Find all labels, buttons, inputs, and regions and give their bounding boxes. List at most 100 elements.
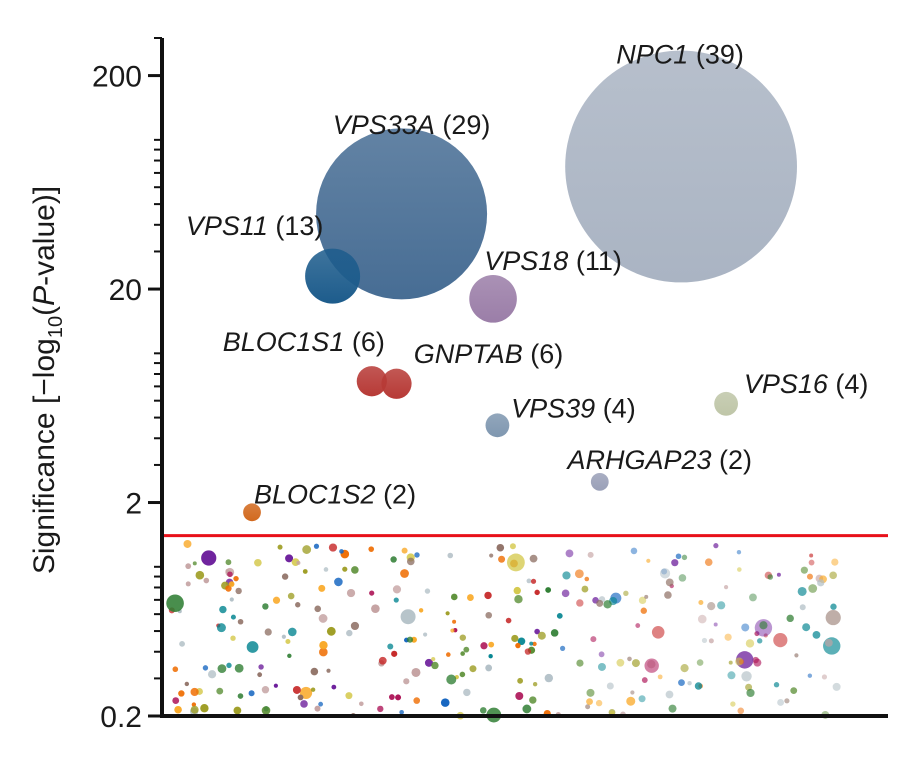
background-point [808, 584, 818, 593]
background-point [179, 640, 185, 647]
background-point [735, 657, 744, 666]
background-point [737, 707, 745, 715]
background-point [484, 591, 492, 600]
background-point [651, 625, 665, 639]
y-axis-tick-labels: 200 20 2 0.2 [92, 61, 142, 734]
background-point [708, 638, 714, 644]
background-point [799, 604, 806, 611]
gene-name: GNPTAB [414, 339, 523, 369]
gene-count: (4) [595, 393, 636, 423]
background-point [790, 687, 798, 695]
background-point [452, 619, 457, 624]
background-point [556, 612, 563, 619]
background-point [479, 707, 487, 714]
background-point [657, 674, 663, 680]
background-point [399, 709, 404, 715]
background-point [326, 668, 331, 673]
background-point [797, 586, 807, 596]
background-point [264, 628, 272, 636]
background-point [821, 674, 828, 680]
background-point [635, 623, 641, 628]
gene-name: ARHGAP23 [565, 445, 711, 475]
gene-name: BLOC1S2 [254, 479, 376, 509]
gene-name: VPS39 [511, 393, 595, 423]
background-point [350, 621, 360, 631]
background-point [400, 609, 416, 625]
background-point [586, 688, 595, 697]
background-point [534, 628, 540, 635]
background-point [172, 666, 179, 673]
y-axis-label-paren: ( [28, 306, 61, 316]
background-point [287, 627, 297, 637]
background-point [318, 614, 328, 623]
background-point [485, 664, 493, 672]
background-point [786, 614, 794, 623]
background-point [529, 641, 534, 646]
background-points [166, 539, 841, 723]
gene-count: (2) [712, 445, 753, 475]
background-point [313, 543, 320, 549]
background-point [406, 557, 415, 566]
background-point [754, 631, 760, 637]
background-point [318, 584, 326, 592]
background-point [532, 681, 538, 687]
background-point [678, 679, 685, 687]
background-point [431, 657, 436, 662]
background-point [574, 569, 584, 579]
background-point [172, 697, 180, 704]
background-point [227, 571, 233, 578]
bubble-npc1 [565, 50, 797, 283]
background-point [195, 570, 205, 580]
background-point [281, 573, 289, 580]
background-point [759, 621, 768, 630]
background-point [697, 614, 707, 624]
background-point [314, 605, 322, 613]
background-point [545, 587, 552, 593]
background-point [400, 569, 409, 578]
background-point [565, 549, 574, 558]
background-point [831, 558, 839, 566]
background-point [704, 558, 713, 566]
background-point [829, 571, 837, 580]
bubble-bloc1s1 [356, 366, 387, 397]
background-point [817, 579, 825, 587]
background-point [469, 665, 477, 673]
background-point [202, 665, 209, 671]
background-point [281, 634, 286, 639]
background-point [526, 578, 532, 584]
y-axis-label-suffix: -value)] [28, 186, 61, 286]
background-point [237, 693, 244, 699]
y-tick-label: 0.2 [100, 701, 142, 734]
background-point [446, 674, 457, 685]
background-point [459, 634, 467, 641]
background-point [713, 622, 718, 627]
background-point [393, 597, 399, 603]
gene-count: (11) [568, 246, 622, 276]
background-point [496, 543, 505, 552]
background-point [203, 577, 210, 584]
bubble-bloc1s2 [243, 503, 261, 522]
background-point [736, 549, 742, 555]
background-point [166, 594, 184, 613]
background-point [310, 667, 319, 676]
bubble-label-vps18: VPS18 (11) [484, 246, 622, 276]
background-point [467, 594, 474, 601]
background-point [388, 694, 395, 700]
background-point [377, 705, 384, 713]
background-point [285, 638, 291, 644]
background-point [302, 569, 308, 574]
gene-name: NPC1 [616, 40, 688, 70]
gene-count: (2) [376, 479, 417, 509]
background-point [680, 664, 689, 673]
background-point [297, 694, 304, 701]
background-point [696, 659, 704, 666]
background-point [488, 641, 495, 648]
background-point [638, 596, 647, 605]
background-point [630, 547, 638, 555]
background-point [581, 585, 589, 593]
background-point [507, 553, 525, 572]
background-point [534, 589, 540, 596]
bubble-label-vps39: VPS39 (4) [511, 393, 636, 423]
gene-count: (6) [523, 339, 564, 369]
background-point [757, 638, 763, 644]
